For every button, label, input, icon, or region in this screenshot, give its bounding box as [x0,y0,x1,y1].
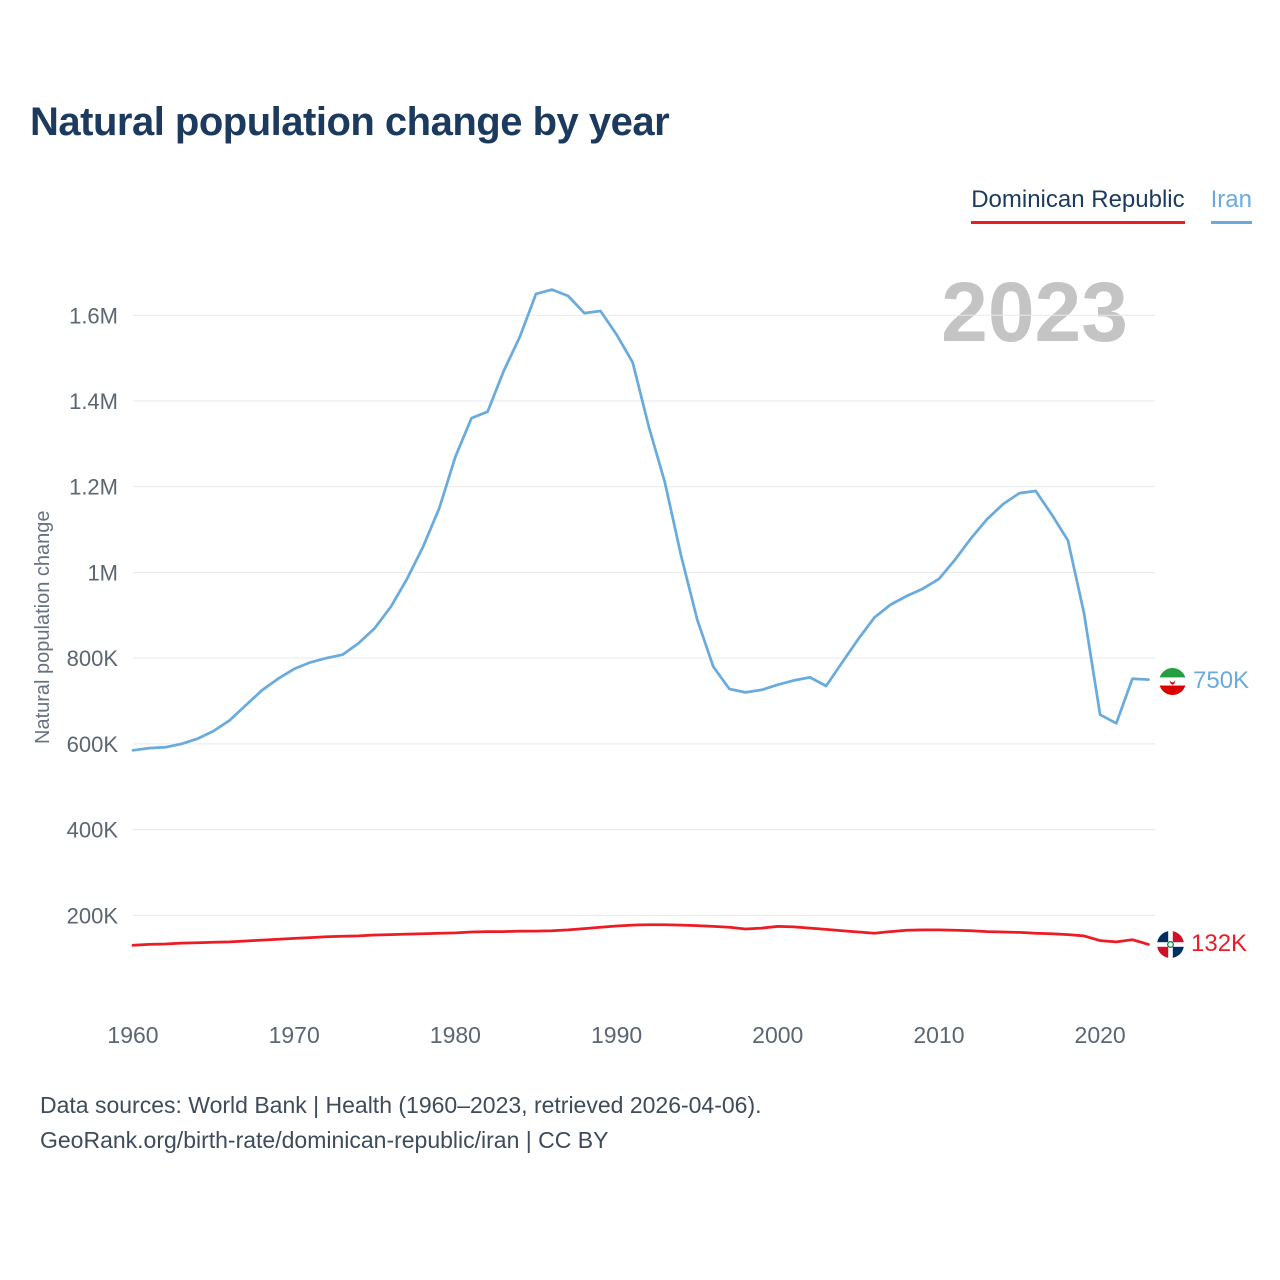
y-tick-label: 1M [87,560,118,585]
x-tick-label: 1980 [430,1022,481,1048]
end-label-dominican-republic: 132K [1157,930,1247,958]
end-label-dominican-republic-value: 132K [1191,930,1248,957]
legend-item-iran[interactable]: Iran [1210,186,1252,224]
end-label-iran: 750K [1159,667,1249,695]
x-tick-label: 2000 [752,1022,803,1048]
x-tick-label: 1990 [591,1022,642,1048]
y-tick-label: 1.4M [69,389,118,414]
iran-flag-icon [1159,667,1186,695]
series-line-iran [131,288,1150,752]
y-tick-label: 800K [67,646,119,671]
y-tick-label: 1.6M [69,303,118,328]
y-tick-label: 600K [67,732,119,757]
y-tick-label: 400K [67,818,119,843]
dominican-republic-flag-icon [1157,930,1184,958]
end-label-iran-value: 750K [1193,667,1250,694]
y-tick-label: 200K [67,903,119,928]
attribution-line: GeoRank.org/birth-rate/dominican-republi… [40,1126,609,1153]
data-sources-line: Data sources: World Bank | Health (1960–… [40,1092,762,1118]
legend: Dominican Republic Iran [971,186,1252,224]
series-line-dominican-republic [131,923,1150,947]
y-tick-label: 1.2M [69,475,118,500]
chart-title: Natural population change by year [30,100,670,144]
x-tick-label: 2010 [913,1022,964,1048]
x-tick-label: 2020 [1075,1022,1126,1048]
year-watermark: 2023 [941,265,1128,359]
x-tick-label: 1970 [269,1022,320,1048]
chart-footer: Data sources: World Bank | Health (1960–… [40,1088,762,1157]
x-tick-label: 1960 [107,1022,158,1048]
legend-item-dominican-republic[interactable]: Dominican Republic [971,186,1185,224]
